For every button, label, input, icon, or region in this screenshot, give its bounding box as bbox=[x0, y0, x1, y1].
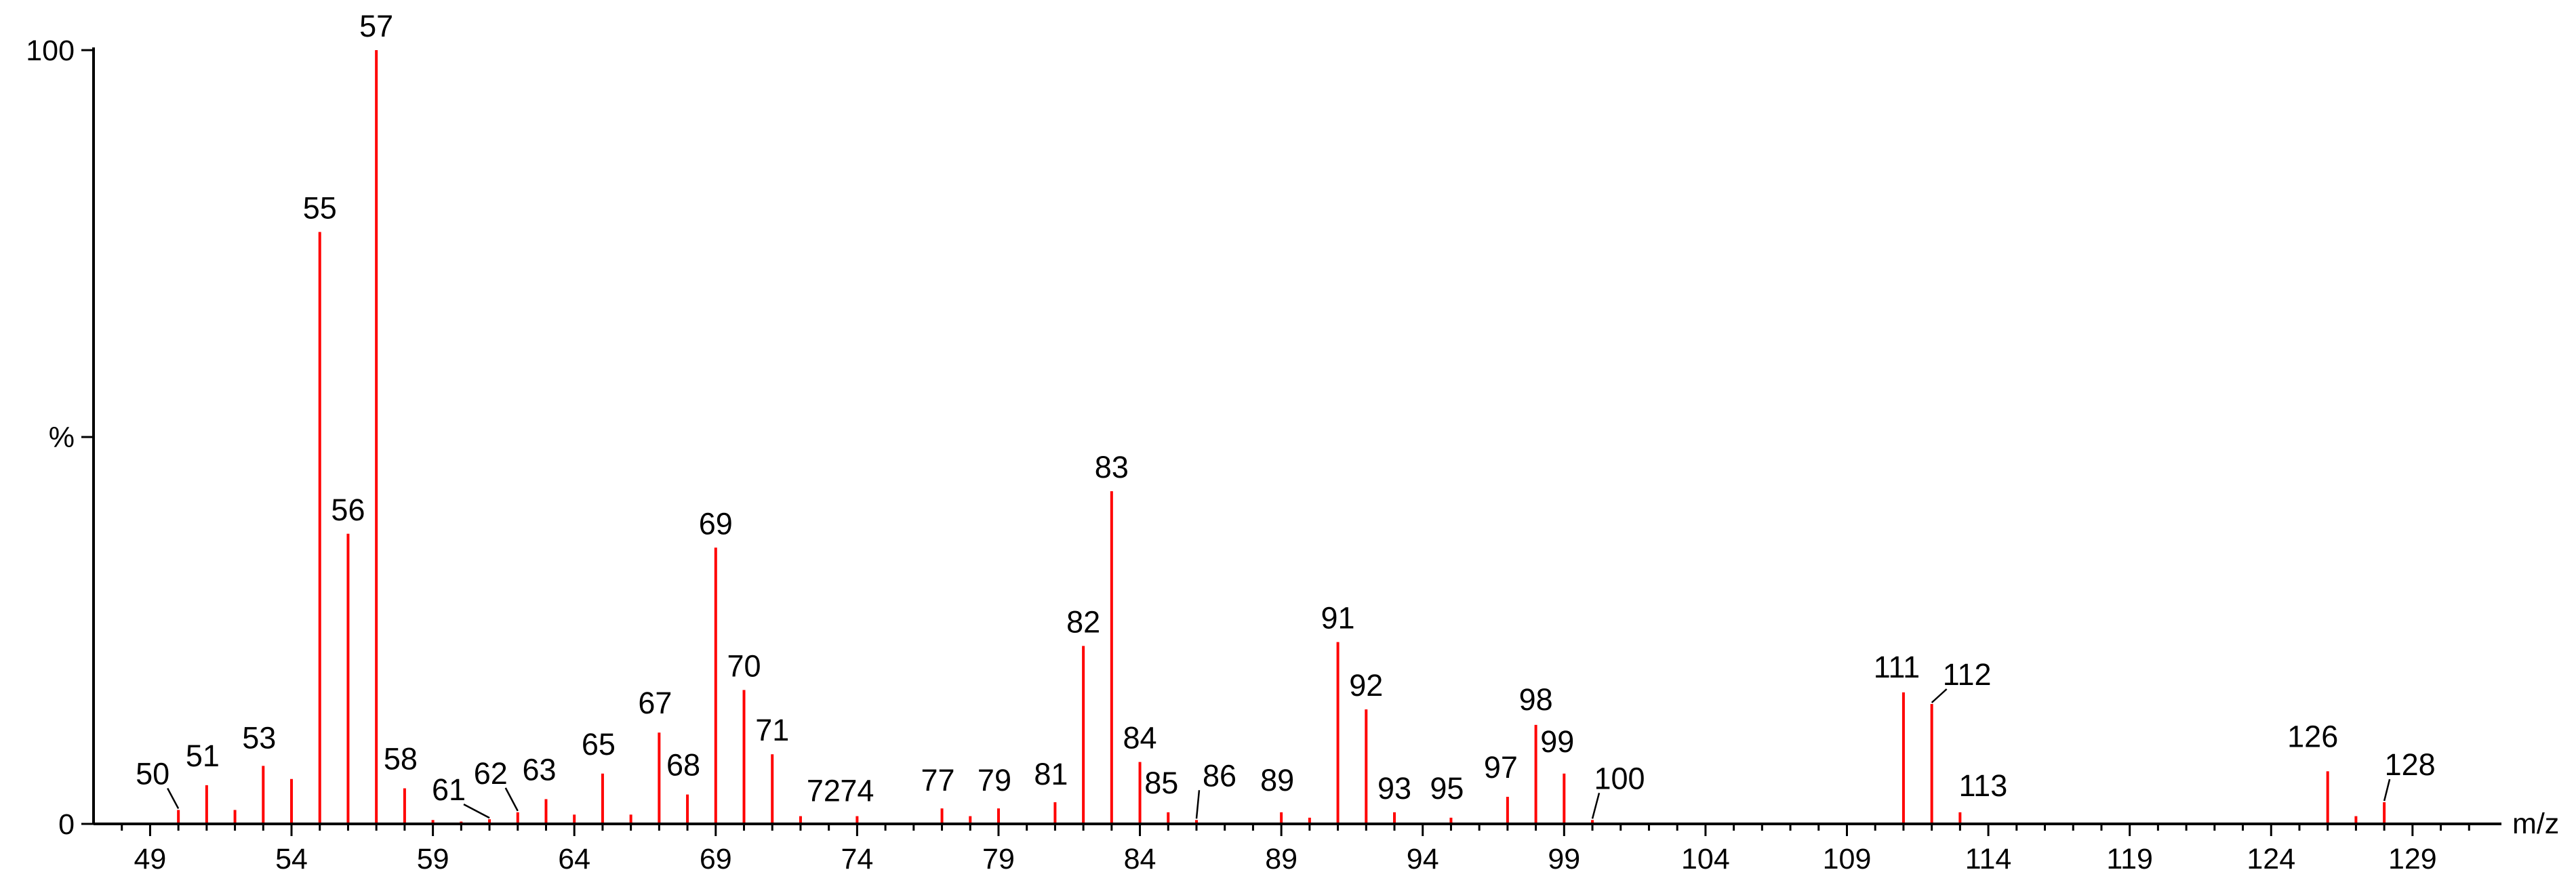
peak-label-113: 113 bbox=[1958, 768, 2007, 803]
peak-label-65: 65 bbox=[582, 727, 616, 762]
peak-label-53: 53 bbox=[242, 720, 276, 755]
x-tick-label: 114 bbox=[1965, 843, 2012, 875]
peak-labels: 50 51 53 55 56 57 58 61 62 63 65 67 68 69 70 71 72 74 77 79… bbox=[136, 9, 2436, 808]
peak-label-99: 99 bbox=[1540, 724, 1574, 759]
x-ticks: 49 54 59 64 69 74 79 84 89 94 99 104 109 114 119 124 129 bbox=[121, 824, 2470, 875]
y-ticks: 0% 100 bbox=[26, 35, 94, 841]
x-axis-label: m/z bbox=[2512, 808, 2559, 840]
leader-61 bbox=[463, 804, 490, 819]
peak-label-98: 98 bbox=[1519, 682, 1553, 717]
peak-label-81: 81 bbox=[1034, 757, 1068, 791]
peak-label-74: 74 bbox=[840, 774, 874, 808]
leader-86 bbox=[1195, 790, 1201, 819]
peak-label-72: 72 bbox=[807, 774, 841, 808]
x-tick-label: 94 bbox=[1407, 843, 1439, 875]
peak-label-128: 128 bbox=[2385, 747, 2436, 782]
peak-label-56: 56 bbox=[331, 493, 365, 527]
peaks-layer bbox=[177, 50, 2386, 824]
peak-label-89: 89 bbox=[1260, 763, 1294, 797]
peak-label-55: 55 bbox=[303, 190, 337, 225]
leader-112 bbox=[1931, 688, 1948, 703]
x-tick-label: 109 bbox=[1823, 843, 1872, 875]
peak-label-71: 71 bbox=[755, 713, 789, 747]
x-tick-label: 49 bbox=[134, 843, 167, 875]
label-leaders bbox=[167, 688, 2391, 819]
peak-label-69: 69 bbox=[699, 506, 733, 541]
x-tick-label: 129 bbox=[2388, 843, 2437, 875]
peak-label-61: 61 bbox=[432, 772, 466, 807]
peak-label-51: 51 bbox=[186, 739, 220, 773]
x-tick-label: 99 bbox=[1548, 843, 1580, 875]
peak-label-63: 63 bbox=[522, 752, 556, 787]
peak-label-57: 57 bbox=[359, 9, 393, 43]
x-tick-label: 64 bbox=[558, 843, 590, 875]
peak-label-83: 83 bbox=[1095, 450, 1129, 484]
leader-62 bbox=[504, 787, 519, 812]
leader-100 bbox=[1591, 792, 1601, 819]
peak-label-82: 82 bbox=[1066, 604, 1100, 639]
x-tick-label: 79 bbox=[982, 843, 1015, 875]
peak-label-97: 97 bbox=[1484, 750, 1518, 785]
peak-label-85: 85 bbox=[1144, 766, 1178, 800]
x-tick-label: 69 bbox=[700, 843, 732, 875]
peak-label-112: 112 bbox=[1943, 657, 1992, 692]
x-tick-label: 89 bbox=[1265, 843, 1297, 875]
peak-label-79: 79 bbox=[978, 763, 1011, 797]
leader-128 bbox=[2383, 778, 2391, 802]
x-tick-label: 104 bbox=[1681, 843, 1730, 875]
x-tick-label: 84 bbox=[1124, 843, 1156, 875]
peak-label-70: 70 bbox=[727, 648, 761, 683]
leader-50 bbox=[167, 787, 180, 810]
peak-label-92: 92 bbox=[1349, 668, 1383, 703]
peak-label-93: 93 bbox=[1377, 771, 1411, 806]
axes: 0% 100 49 54 59 64 69 74 79 84 89 94 99 104 109 114 119… bbox=[26, 35, 2559, 875]
peak-label-100: 100 bbox=[1594, 761, 1645, 795]
x-tick-label: 54 bbox=[275, 843, 308, 875]
y-tick-label: 0 bbox=[58, 808, 75, 841]
y-tick-label: 100 bbox=[26, 35, 75, 67]
x-tick-label: 74 bbox=[841, 843, 873, 875]
peak-label-62: 62 bbox=[474, 756, 508, 791]
peak-label-95: 95 bbox=[1430, 771, 1464, 806]
peak-label-126: 126 bbox=[2287, 719, 2338, 753]
peak-label-86: 86 bbox=[1203, 758, 1236, 793]
peak-label-84: 84 bbox=[1123, 721, 1157, 755]
peak-label-77: 77 bbox=[921, 763, 954, 797]
x-tick-label: 119 bbox=[2106, 843, 2153, 875]
peak-label-91: 91 bbox=[1321, 601, 1355, 636]
peak-label-111: 111 bbox=[1874, 650, 1920, 684]
peak-label-68: 68 bbox=[666, 748, 700, 783]
peak-label-50: 50 bbox=[136, 756, 169, 791]
x-tick-label: 59 bbox=[417, 843, 449, 875]
x-tick-label: 124 bbox=[2247, 843, 2295, 875]
y-tick-label: % bbox=[49, 421, 75, 454]
peak-label-67: 67 bbox=[638, 686, 672, 720]
peak-label-58: 58 bbox=[384, 741, 418, 776]
